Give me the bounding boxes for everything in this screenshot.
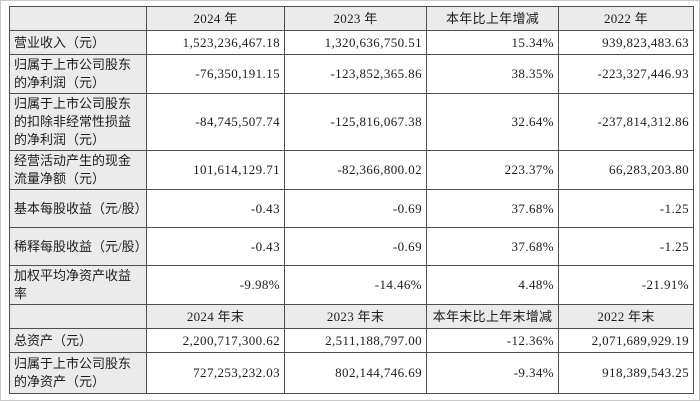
header-yoy-change: 本年比上年增减 [426, 6, 559, 31]
header-corner-cell [9, 304, 147, 329]
header-2023-yearend: 2023 年末 [284, 304, 427, 329]
value-2022: -1.25 [558, 189, 694, 228]
value-change: 38.35% [426, 54, 559, 94]
row-label: 总资产（元） [9, 328, 147, 353]
table-row-net-profit: 归属于上市公司股东的净利润（元） -76,350,191.15 -123,852… [9, 54, 694, 94]
header-2024-yearend: 2024 年末 [146, 304, 285, 329]
table-row-weighted-avg-roe: 加权平均净资产收益率 -9.98% -14.46% 4.48% -21.91% [9, 265, 694, 305]
value-2024: -0.43 [146, 227, 285, 266]
header-yearend-change: 本年末比上年末增减 [426, 304, 559, 329]
row-label: 基本每股收益（元/股） [9, 189, 147, 228]
row-label: 归属于上市公司股东的扣除非经常性损益的净利润（元） [9, 93, 147, 151]
value-2023: 802,144,746.69 [284, 352, 427, 394]
header-2022: 2022 年 [558, 6, 694, 31]
table-row-total-assets: 总资产（元） 2,200,717,300.62 2,511,188,797.00… [9, 328, 694, 353]
table-row-net-assets: 归属于上市公司股东的净资产（元） 727,253,232.03 802,144,… [9, 352, 694, 394]
value-2023: 2,511,188,797.00 [284, 328, 427, 353]
value-change: 32.64% [426, 93, 559, 151]
row-label: 归属于上市公司股东的净利润（元） [9, 54, 147, 94]
table-row-revenue: 营业收入（元） 1,523,236,467.18 1,320,636,750.5… [9, 30, 694, 55]
value-2024: 2,200,717,300.62 [146, 328, 285, 353]
value-2023: -82,366,800.02 [284, 150, 427, 190]
table-row-basic-eps: 基本每股收益（元/股） -0.43 -0.69 37.68% -1.25 [9, 189, 694, 228]
value-2024: -76,350,191.15 [146, 54, 285, 94]
value-2022: -21.91% [558, 265, 694, 305]
value-2022: -223,327,446.93 [558, 54, 694, 94]
value-2024: -84,745,507.74 [146, 93, 285, 151]
value-2023: -14.46% [284, 265, 427, 305]
value-2022: -1.25 [558, 227, 694, 266]
value-2023: -125,816,067.38 [284, 93, 427, 151]
value-2022: 66,283,203.80 [558, 150, 694, 190]
table-row-diluted-eps: 稀释每股收益（元/股） -0.43 -0.69 37.68% -1.25 [9, 227, 694, 266]
value-2024: 101,614,129.71 [146, 150, 285, 190]
value-change: 37.68% [426, 189, 559, 228]
value-2024: 727,253,232.03 [146, 352, 285, 394]
value-2023: -0.69 [284, 227, 427, 266]
value-2023: 1,320,636,750.51 [284, 30, 427, 55]
row-label: 稀释每股收益（元/股） [9, 227, 147, 266]
header-row-yearend: 2024 年末 2023 年末 本年末比上年末增减 2022 年末 [9, 304, 694, 329]
value-change: -9.34% [426, 352, 559, 394]
value-change: -12.36% [426, 328, 559, 353]
table-row-net-profit-excl-nonrecurring: 归属于上市公司股东的扣除非经常性损益的净利润（元） -84,745,507.74… [9, 93, 694, 151]
value-change: 223.37% [426, 150, 559, 190]
value-2024: 1,523,236,467.18 [146, 30, 285, 55]
row-label: 加权平均净资产收益率 [9, 265, 147, 305]
row-label: 营业收入（元） [9, 30, 147, 55]
row-label: 归属于上市公司股东的净资产（元） [9, 352, 147, 394]
value-2024: -9.98% [146, 265, 285, 305]
value-change: 15.34% [426, 30, 559, 55]
value-2022: -237,814,312.86 [558, 93, 694, 151]
row-label: 经营活动产生的现金流量净额（元） [9, 150, 147, 190]
value-change: 4.48% [426, 265, 559, 305]
value-change: 37.68% [426, 227, 559, 266]
header-2024: 2024 年 [146, 6, 285, 31]
table-row-operating-cash-flow: 经营活动产生的现金流量净额（元） 101,614,129.71 -82,366,… [9, 150, 694, 190]
value-2023: -123,852,365.86 [284, 54, 427, 94]
header-row-annual: 2024 年 2023 年 本年比上年增减 2022 年 [9, 6, 694, 31]
value-2022: 939,823,483.63 [558, 30, 694, 55]
header-2022-yearend: 2022 年末 [558, 304, 694, 329]
header-corner-cell [9, 6, 147, 31]
value-2023: -0.69 [284, 189, 427, 228]
financial-summary-table: 2024 年 2023 年 本年比上年增减 2022 年 营业收入（元） 1,5… [9, 6, 694, 394]
value-2024: -0.43 [146, 189, 285, 228]
value-2022: 2,071,689,929.19 [558, 328, 694, 353]
header-2023: 2023 年 [284, 6, 427, 31]
value-2022: 918,389,543.25 [558, 352, 694, 394]
